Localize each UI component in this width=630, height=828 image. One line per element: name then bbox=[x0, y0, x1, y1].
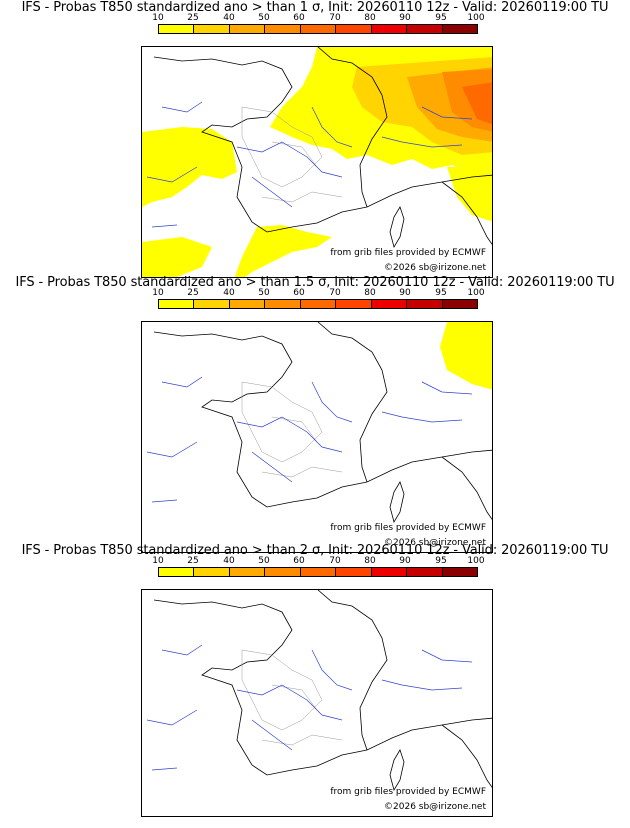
colorbar-label: 95 bbox=[435, 556, 447, 566]
colorbar-segment bbox=[336, 25, 372, 33]
copyright: ©2026 sb@irizone.net bbox=[384, 538, 486, 548]
colorbar-label: 60 bbox=[293, 288, 305, 298]
colorbar-label: 70 bbox=[329, 13, 341, 23]
colorbar-segment bbox=[407, 300, 443, 308]
probability-map: from grib files provided by ECMWF ©2026 … bbox=[141, 46, 493, 278]
map-graphic bbox=[146, 590, 492, 792]
colorbar-segment bbox=[229, 300, 266, 308]
colorbar-segment bbox=[371, 25, 408, 33]
colorbar-label: 25 bbox=[187, 556, 199, 566]
colorbar-label: 10 bbox=[152, 288, 164, 298]
colorbar-segment bbox=[371, 300, 408, 308]
colorbar-label: 80 bbox=[364, 556, 376, 566]
colorbar-label: 40 bbox=[223, 556, 235, 566]
map-panel-1: IFS - Probas T850 standardized ano > tha… bbox=[0, 0, 630, 278]
colorbar-segment bbox=[229, 25, 266, 33]
source-credit: from grib files provided by ECMWF bbox=[330, 248, 486, 258]
colorbar-segment bbox=[265, 25, 301, 33]
panel-title: IFS - Probas T850 standardized ano > tha… bbox=[15, 275, 615, 290]
colorbar-segment bbox=[194, 300, 230, 308]
colorbar-labels: 10 25 40 50 60 70 80 90 95 100 bbox=[141, 288, 493, 298]
colorbar-label: 10 bbox=[152, 556, 164, 566]
colorbar bbox=[158, 567, 478, 577]
colorbar-segment bbox=[336, 300, 372, 308]
colorbar-segment bbox=[159, 25, 195, 33]
panel-title: IFS - Probas T850 standardized ano > tha… bbox=[21, 543, 609, 558]
copyright: ©2026 sb@irizone.net bbox=[384, 263, 486, 273]
colorbar-label: 90 bbox=[399, 556, 411, 566]
colorbar-segment bbox=[194, 25, 230, 33]
colorbar-label: 100 bbox=[467, 288, 485, 298]
map-lines bbox=[146, 322, 492, 524]
colorbar-segment bbox=[442, 568, 477, 576]
source-credit: from grib files provided by ECMWF bbox=[330, 787, 486, 797]
colorbar-label: 25 bbox=[187, 288, 199, 298]
colorbar-segment bbox=[300, 25, 337, 33]
map-graphic bbox=[146, 322, 492, 524]
colorbar-segment bbox=[159, 568, 195, 576]
colorbar-labels: 10 25 40 50 60 70 80 90 95 100 bbox=[141, 13, 493, 23]
source-credit: from grib files provided by ECMWF bbox=[330, 523, 486, 533]
colorbar-label: 100 bbox=[467, 13, 485, 23]
map-panel-2: IFS - Probas T850 standardized ano > tha… bbox=[0, 275, 630, 553]
colorbar-label: 25 bbox=[187, 13, 199, 23]
probability-shading bbox=[440, 322, 492, 390]
colorbar-label: 70 bbox=[329, 556, 341, 566]
probability-shading bbox=[142, 47, 492, 277]
map-lines bbox=[146, 47, 492, 249]
colorbar-segment bbox=[300, 300, 337, 308]
colorbar-label: 90 bbox=[399, 13, 411, 23]
colorbar-label: 50 bbox=[258, 13, 270, 23]
colorbar-label: 95 bbox=[435, 13, 447, 23]
colorbar-segment bbox=[194, 568, 230, 576]
colorbar-segment bbox=[442, 25, 477, 33]
colorbar-segment bbox=[229, 568, 266, 576]
panel-title: IFS - Probas T850 standardized ano > tha… bbox=[21, 0, 609, 15]
colorbar-segment bbox=[300, 568, 337, 576]
colorbar-label: 60 bbox=[293, 13, 305, 23]
colorbar-labels: 10 25 40 50 60 70 80 90 95 100 bbox=[141, 556, 493, 566]
colorbar-label: 90 bbox=[399, 288, 411, 298]
colorbar-label: 10 bbox=[152, 13, 164, 23]
colorbar-segment bbox=[159, 300, 195, 308]
colorbar-label: 70 bbox=[329, 288, 341, 298]
colorbar-segment bbox=[442, 300, 477, 308]
colorbar-label: 40 bbox=[223, 288, 235, 298]
map-panel-3: IFS - Probas T850 standardized ano > tha… bbox=[0, 543, 630, 817]
colorbar-segment bbox=[336, 568, 372, 576]
colorbar-label: 60 bbox=[293, 556, 305, 566]
colorbar-segment bbox=[371, 568, 408, 576]
colorbar-segment bbox=[407, 568, 443, 576]
copyright: ©2026 sb@irizone.net bbox=[384, 802, 486, 812]
probability-map: from grib files provided by ECMWF ©2026 … bbox=[141, 321, 493, 553]
colorbar bbox=[158, 24, 478, 34]
colorbar-label: 40 bbox=[223, 13, 235, 23]
colorbar bbox=[158, 299, 478, 309]
colorbar-label: 80 bbox=[364, 13, 376, 23]
colorbar-label: 80 bbox=[364, 288, 376, 298]
colorbar-segment bbox=[265, 568, 301, 576]
colorbar-label: 50 bbox=[258, 288, 270, 298]
colorbar-label: 95 bbox=[435, 288, 447, 298]
colorbar-segment bbox=[407, 25, 443, 33]
map-lines bbox=[146, 590, 492, 792]
probability-map: from grib files provided by ECMWF ©2026 … bbox=[141, 589, 493, 817]
colorbar-segment bbox=[265, 300, 301, 308]
colorbar-label: 100 bbox=[467, 556, 485, 566]
colorbar-label: 50 bbox=[258, 556, 270, 566]
map-graphic bbox=[142, 47, 492, 277]
